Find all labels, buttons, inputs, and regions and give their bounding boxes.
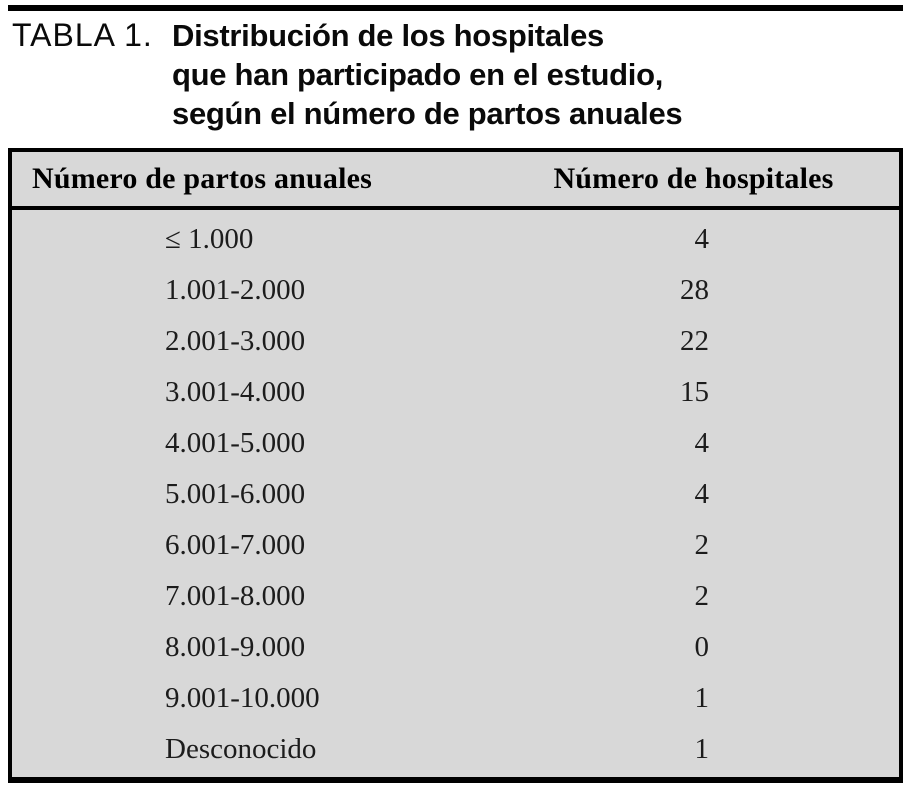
- cell-partos-range: 1.001-2.000: [165, 274, 306, 306]
- cell-partos-range: 2.001-3.000: [165, 325, 306, 357]
- table-row: 7.001-8.000 2: [12, 571, 899, 622]
- table-header-row: Número de partos anuales Número de hospi…: [12, 152, 899, 210]
- cell-partos-range: 5.001-6.000: [165, 478, 306, 510]
- table-title-line-1: Distribución de los hospitales: [172, 18, 604, 53]
- table-row: 6.001-7.000 2: [12, 520, 899, 571]
- cell-partos-range: Desconocido: [165, 733, 317, 765]
- table-row: 8.001-9.000 0: [12, 622, 899, 673]
- table-row: 5.001-6.000 4: [12, 469, 899, 520]
- cell-hospital-count: 2: [694, 580, 710, 612]
- table-title: Distribución de los hospitales que han p…: [172, 16, 683, 133]
- table-row: 2.001-3.000 22: [12, 316, 899, 367]
- table-row: 1.001-2.000 28: [12, 265, 899, 316]
- cell-partos-range: 3.001-4.000: [165, 376, 306, 408]
- cell-hospital-count: 0: [694, 631, 710, 663]
- cell-partos-range: 6.001-7.000: [165, 529, 306, 561]
- table-title-line-3: según el número de partos anuales: [172, 96, 683, 131]
- cell-hospital-count: 22: [680, 325, 709, 357]
- cell-partos-range: 9.001-10.000: [165, 682, 320, 714]
- table-title-line-2: que han participado en el estudio,: [172, 57, 664, 92]
- cell-hospital-count: 1: [694, 733, 710, 765]
- cell-hospital-count: 2: [694, 529, 710, 561]
- column-header-partos: Número de partos anuales: [31, 162, 373, 195]
- cell-partos-range: 4.001-5.000: [165, 427, 306, 459]
- table-number-label: TABLA 1.: [12, 17, 153, 53]
- column-header-hospitales: Número de hospitales: [553, 162, 834, 195]
- cell-hospital-count: 1: [694, 682, 710, 714]
- table-caption: TABLA 1. Distribución de los hospitales …: [12, 16, 683, 133]
- table-row: ≤ 1.000 4: [12, 214, 899, 265]
- cell-partos-range: 8.001-9.000: [165, 631, 306, 663]
- data-table: Número de partos anuales Número de hospi…: [8, 148, 903, 783]
- cell-hospital-count: 4: [694, 478, 710, 510]
- cell-hospital-count: 15: [680, 376, 709, 408]
- table-row: Desconocido 1: [12, 724, 899, 775]
- table-row: 9.001-10.000 1: [12, 673, 899, 724]
- table-row: 3.001-4.000 15: [12, 367, 899, 418]
- cell-hospital-count: 28: [680, 274, 709, 306]
- cell-hospital-count: 4: [694, 223, 710, 255]
- cell-hospital-count: 4: [694, 427, 710, 459]
- table-row: 4.001-5.000 4: [12, 418, 899, 469]
- cell-partos-range: 7.001-8.000: [165, 580, 306, 612]
- top-rule: [8, 5, 903, 11]
- table-body: ≤ 1.000 4 1.001-2.000 28 2.001-3.000 22 …: [12, 210, 899, 783]
- cell-partos-range: ≤ 1.000: [165, 223, 254, 255]
